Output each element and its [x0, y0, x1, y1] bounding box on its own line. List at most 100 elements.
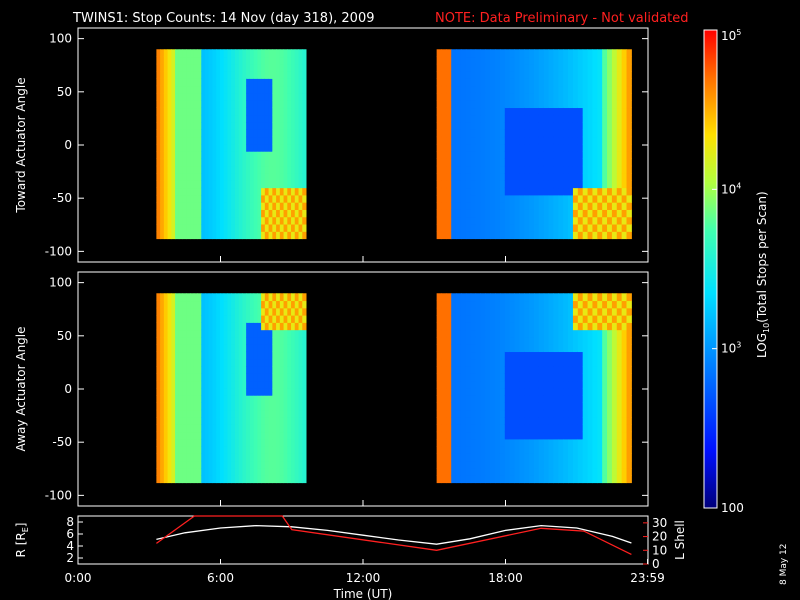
heatmap-cell	[190, 129, 195, 138]
heatmap-cell	[167, 143, 172, 152]
heatmap-cell	[160, 151, 165, 159]
heatmap-cell	[246, 438, 251, 447]
heatmap-cell	[582, 63, 589, 72]
heatmap-cell	[495, 424, 501, 433]
heatmap-cell	[219, 49, 225, 58]
heatmap-cell	[465, 187, 472, 196]
heatmap-cell	[246, 446, 251, 454]
preliminary-note: NOTE: Data Preliminary - Not validated	[435, 11, 689, 26]
heatmap-cell	[475, 336, 481, 345]
heatmap-cell	[298, 100, 303, 109]
heatmap-cell	[186, 71, 191, 79]
heatmap-cell	[607, 431, 613, 440]
heatmap-cell	[607, 329, 613, 338]
heatmap-cell	[171, 136, 176, 145]
heatmap-cell	[514, 344, 520, 353]
heatmap-cell	[475, 56, 481, 65]
heatmap-cell	[253, 49, 258, 58]
heatmap-cell	[264, 49, 270, 58]
heatmap-cell	[568, 114, 574, 123]
heatmap-cell	[621, 373, 628, 382]
heatmap-cell	[219, 92, 225, 101]
heatmap-cell	[568, 63, 574, 72]
heatmap-cell	[621, 431, 628, 440]
heatmap-cell	[223, 151, 228, 159]
heatmap-cell	[582, 438, 589, 447]
heatmap-cell	[302, 63, 307, 72]
heatmap-cell	[572, 417, 579, 425]
heatmap-cell	[156, 438, 161, 447]
heatmap-cell	[208, 380, 213, 389]
heatmap-cell	[548, 431, 554, 440]
heatmap-cell	[223, 85, 228, 94]
heatmap-cell	[480, 107, 486, 116]
heatmap-cell	[490, 322, 496, 331]
heatmap-cell	[238, 100, 243, 109]
heatmap-cell	[231, 460, 236, 469]
heatmap-cell	[291, 49, 296, 58]
heatmap-cell	[485, 56, 491, 65]
heatmap-cell	[223, 468, 228, 476]
heatmap-cell	[279, 417, 285, 425]
heatmap-cell	[242, 453, 247, 462]
heatmap-cell	[197, 224, 202, 232]
heatmap-cell	[163, 358, 169, 367]
heatmap-cell	[558, 49, 564, 58]
heatmap-cell	[490, 300, 496, 309]
heatmap-cell	[597, 216, 603, 225]
heatmap-cell	[178, 453, 184, 462]
heatmap-cell	[175, 460, 180, 469]
heatmap-cell	[597, 336, 603, 345]
heatmap-cell	[268, 329, 273, 338]
heatmap-cell	[441, 438, 447, 447]
heatmap-cell	[257, 358, 262, 367]
heatmap-cell	[577, 315, 584, 323]
heatmap-cell	[302, 417, 307, 425]
heatmap-cell	[451, 209, 457, 218]
heatmap-cell	[208, 158, 213, 167]
heatmap-cell	[190, 194, 195, 203]
heatmap-cell	[197, 202, 202, 210]
heatmap-cell	[167, 158, 172, 167]
heatmap-cell	[279, 209, 285, 218]
heatmap-cell	[249, 173, 255, 181]
heatmap-cell	[534, 380, 540, 389]
heatmap-cell	[163, 194, 169, 203]
heatmap-cell	[480, 78, 486, 87]
heatmap-cell	[553, 358, 559, 367]
heatmap-cell	[436, 307, 442, 316]
heatmap-cell	[257, 231, 262, 240]
heatmap-cell	[534, 129, 540, 138]
heatmap-cell	[182, 85, 187, 94]
heatmap-cell	[495, 78, 501, 87]
heatmap-cell	[495, 122, 501, 130]
heatmap-cell	[227, 417, 232, 425]
heatmap-cell	[227, 158, 232, 167]
heatmap-cell	[470, 180, 477, 189]
heatmap-cell	[504, 366, 511, 374]
heatmap-cell	[242, 475, 247, 484]
heatmap-cell	[208, 122, 213, 130]
heatmap-cell	[163, 380, 169, 389]
heatmap-cell	[264, 209, 270, 218]
heatmap-cell	[227, 475, 232, 484]
heatmap-cell	[242, 216, 247, 225]
heatmap-cell	[499, 417, 506, 425]
heatmap-cell	[568, 446, 574, 454]
heatmap-cell	[456, 165, 462, 174]
heatmap-cell	[186, 344, 191, 353]
heatmap-cell	[302, 202, 307, 210]
heatmap-cell	[460, 63, 467, 72]
heatmap-cell	[238, 460, 243, 469]
heatmap-cell	[242, 402, 247, 411]
colorbar-label: LOG10(Total Stops per Scan)	[755, 191, 771, 358]
heatmap-cell	[182, 351, 187, 360]
heatmap-cell	[257, 373, 262, 382]
heatmap-cell	[298, 85, 303, 94]
heatmap-cell	[611, 336, 618, 345]
heatmap-cell	[238, 92, 243, 101]
heatmap-cell	[276, 71, 281, 79]
heatmap-cell	[587, 85, 593, 94]
heatmap-cell	[302, 322, 307, 331]
